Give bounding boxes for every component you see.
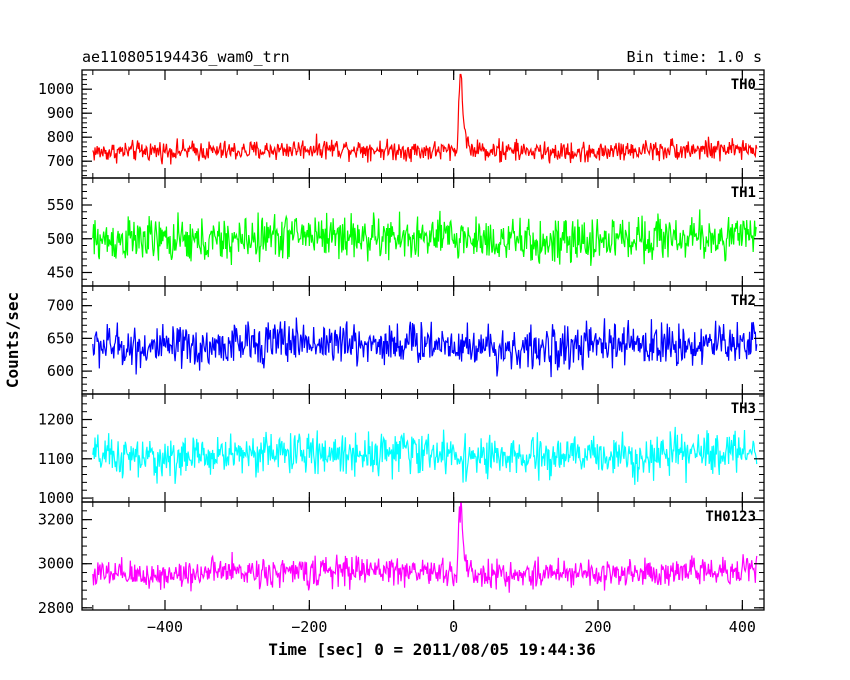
y-tick-label: 3000	[38, 555, 74, 573]
series-line-th2	[92, 317, 758, 378]
y-tick-label: 700	[47, 152, 74, 170]
y-tick-label: 500	[47, 230, 74, 248]
y-tick-label: 700	[47, 297, 74, 315]
x-tick-label: 400	[729, 618, 756, 636]
y-tick-label: 650	[47, 329, 74, 347]
y-tick-label: 600	[47, 362, 74, 380]
panel-label-th0123: TH0123	[705, 509, 756, 525]
panel-label-th0: TH0	[731, 77, 756, 93]
y-tick-label: 550	[47, 196, 74, 214]
x-tick-label: 0	[449, 618, 458, 636]
panel-th1: 450 500 550 TH1	[47, 177, 765, 287]
panels-layer: 700 800 900 1000 TH0 450 500 550 TH1 600 650 700 TH2…	[38, 69, 765, 636]
series-line-th0	[92, 73, 758, 165]
chart-title: ae110805194436_wam0_trn	[82, 48, 290, 66]
panel-label-th2: TH2	[731, 293, 756, 309]
series-line-th3	[92, 426, 758, 485]
x-axis-title: Time [sec] 0 = 2011/08/05 19:44:36	[268, 640, 596, 659]
panel-th2: 600 650 700 TH2	[47, 285, 765, 395]
panel-th0: 700 800 900 1000 TH0	[38, 69, 765, 179]
panel-th0123: 2800 3000 3200 TH0123	[38, 501, 765, 617]
y-tick-label: 800	[47, 128, 74, 146]
y-tick-label: 1200	[38, 411, 74, 429]
y-tick-label: 450	[47, 264, 74, 282]
bin-time-label: Bin time: 1.0 s	[627, 48, 762, 66]
y-tick-label: 1000	[38, 80, 74, 98]
series-line-th1	[92, 209, 758, 266]
y-tick-label: 2800	[38, 599, 74, 617]
x-tick-label: 200	[584, 618, 611, 636]
y-tick-label: 3200	[38, 511, 74, 529]
panel-frame	[81, 69, 765, 179]
x-tick-label: −400	[147, 618, 183, 636]
panel-th3: 1000 1100 1200 TH3	[38, 393, 765, 507]
y-axis-title: Counts/sec	[3, 292, 22, 388]
y-tick-label: 1000	[38, 489, 74, 507]
series-line-th0123	[92, 502, 758, 593]
x-tick-label: −200	[291, 618, 327, 636]
y-tick-label: 900	[47, 104, 74, 122]
panel-frame	[81, 501, 765, 611]
panel-label-th1: TH1	[731, 185, 756, 201]
panel-label-th3: TH3	[731, 401, 756, 417]
y-tick-label: 1100	[38, 450, 74, 468]
